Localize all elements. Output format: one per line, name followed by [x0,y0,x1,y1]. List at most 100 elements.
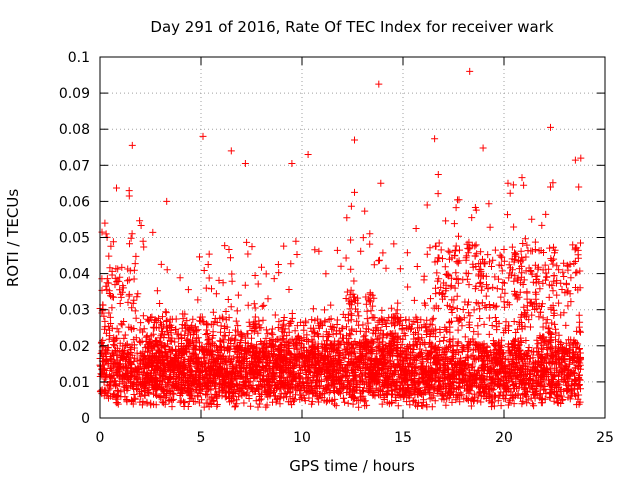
data-point [213,391,221,399]
data-point [541,338,549,346]
data-point [120,346,128,354]
data-point [571,377,579,385]
data-point [392,379,400,387]
data-point [136,338,144,346]
data-point [509,181,517,189]
data-point [450,296,458,304]
data-point [124,277,131,285]
data-point [571,156,579,164]
data-point [284,398,292,406]
data-point [145,317,153,325]
data-point [292,237,300,245]
data-point [538,381,546,389]
data-point [291,327,299,335]
data-point [323,376,331,384]
data-point [212,290,220,298]
data-point [179,310,187,318]
data-point [321,317,329,325]
data-point [467,402,475,410]
data-point [567,274,575,282]
data-point [370,261,378,269]
data-point [205,250,213,258]
data-point [382,264,390,272]
data-point [489,283,497,291]
data-point [132,252,140,260]
data-point [247,402,255,410]
data-point [506,269,514,277]
data-point [532,295,540,303]
data-point [474,367,482,375]
data-point [241,281,249,289]
data-point [472,241,480,249]
data-point [285,286,293,293]
data-point [549,260,557,268]
data-point [550,397,558,405]
data-point [107,242,115,250]
data-point [527,323,534,331]
data-point [575,391,583,399]
data-point [117,393,125,401]
data-point [343,214,351,222]
data-point [308,400,316,408]
data-point [205,334,213,342]
data-point [226,352,234,360]
data-point [204,399,212,407]
data-point [426,244,434,252]
data-point [309,305,317,313]
data-point [173,330,181,338]
data-point [241,334,249,342]
data-point [348,311,356,319]
data-point [455,232,462,240]
data-point [532,273,540,280]
data-point [101,317,109,325]
data-point [228,277,236,285]
data-point [574,286,582,294]
data-point [518,400,526,408]
data-point [102,329,110,337]
data-point [176,274,184,282]
data-point [513,295,521,303]
data-point [137,381,144,389]
data-point [194,296,202,304]
data-point [392,397,400,404]
data-point [159,313,166,321]
data-point [545,376,552,384]
data-point [575,311,583,319]
data-point [454,196,461,204]
data-point [153,287,161,295]
data-point [465,281,473,289]
data-point [546,366,554,374]
data-point [515,293,523,301]
data-point [446,248,454,256]
data-point [519,281,527,288]
data-point [488,322,496,329]
data-point [421,299,428,307]
data-point [560,387,568,395]
data-point [347,236,355,244]
data-point [357,367,364,374]
data-point [466,376,473,384]
data-point [131,260,139,268]
data-point [125,323,133,331]
data-point [440,337,448,345]
data-point [497,262,505,270]
data-point [118,263,126,271]
data-point [501,289,509,297]
data-point [571,369,578,377]
data-point [108,304,116,312]
data-point [130,391,138,398]
data-point [533,344,541,352]
data-point [287,260,295,268]
data-point [553,277,561,285]
data-point [548,359,556,367]
data-point [525,344,533,351]
data-point [260,365,268,373]
data-point [330,324,338,332]
data-point [137,392,145,400]
data-point [360,333,368,341]
data-point [489,256,497,264]
data-point [413,263,421,270]
data-point [177,388,185,396]
data-point [270,275,278,283]
data-point [449,335,457,343]
